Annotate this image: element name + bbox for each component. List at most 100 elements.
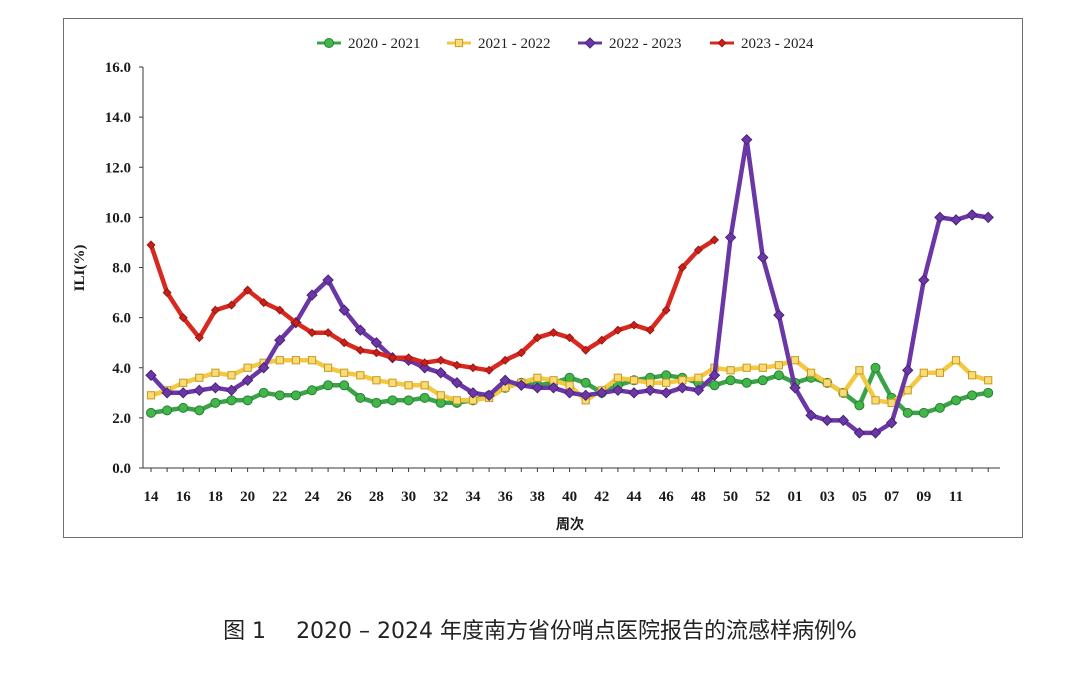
data-point-2022-2023: [193, 384, 206, 397]
data-point-2023-2024: [452, 360, 462, 370]
x-tick-label: 44: [627, 489, 643, 505]
data-point-2022-2023: [451, 377, 463, 389]
x-tick-label: 36: [498, 489, 514, 505]
data-point-2020-2021: [194, 405, 205, 416]
y-tick-label: 12.0: [105, 160, 131, 176]
legend-item-2022-2023: 2022 - 2023: [578, 36, 682, 52]
chart-frame: [63, 18, 1023, 538]
data-point-2020-2021: [323, 380, 334, 391]
data-point-2020-2021: [902, 407, 913, 418]
data-point-2022-2023: [644, 384, 656, 397]
x-tick-label: 11: [949, 489, 963, 505]
data-point-2020-2021: [403, 395, 414, 406]
data-point-2020-2021: [741, 377, 752, 388]
data-point-2022-2023: [805, 409, 817, 422]
series-2020-2021: [146, 362, 994, 418]
x-tick-label: 50: [723, 489, 738, 505]
data-point-2021-2022: [452, 396, 461, 405]
x-tick-label: 48: [691, 489, 706, 505]
data-point-2020-2021: [290, 390, 301, 401]
data-point-2022-2023: [515, 379, 528, 392]
data-point-2023-2024: [162, 288, 172, 298]
data-point-2023-2024: [532, 333, 542, 343]
legend-swatch-marker: [717, 38, 727, 48]
data-point-2022-2023: [225, 384, 238, 397]
data-point-2022-2023: [708, 369, 721, 381]
data-point-2021-2022: [887, 398, 896, 407]
data-point-2022-2023: [209, 382, 222, 394]
data-point-2021-2022: [726, 366, 735, 375]
data-point-2023-2024: [693, 245, 703, 255]
x-tick-label: 46: [659, 489, 675, 505]
x-tick-label: 09: [916, 489, 931, 505]
data-point-2023-2024: [323, 328, 333, 338]
data-point-2022-2023: [773, 309, 785, 321]
series-group: [145, 133, 994, 439]
data-point-2022-2023: [274, 334, 286, 346]
data-point-2020-2021: [580, 377, 591, 388]
data-point-2021-2022: [291, 356, 300, 365]
y-tick-label: 8.0: [112, 261, 131, 277]
data-point-2022-2023: [660, 387, 672, 399]
data-point-2020-2021: [757, 375, 768, 386]
data-point-2022-2023: [789, 382, 801, 394]
data-point-2021-2022: [774, 361, 783, 370]
data-point-2021-2022: [823, 378, 832, 387]
data-point-2023-2024: [339, 338, 349, 348]
data-point-2020-2021: [162, 405, 173, 416]
data-point-2022-2023: [322, 274, 334, 286]
series-2022-2023: [145, 133, 994, 439]
data-point-2021-2022: [388, 378, 397, 387]
legend-item-2021-2022: 2021 - 2022: [447, 36, 551, 52]
data-point-2022-2023: [257, 362, 270, 374]
data-point-2022-2023: [612, 384, 624, 397]
data-point-2020-2021: [387, 395, 398, 406]
data-point-2021-2022: [436, 391, 445, 400]
data-point-2023-2024: [387, 353, 398, 363]
data-point-2020-2021: [967, 390, 978, 401]
data-point-2023-2024: [291, 318, 301, 328]
data-point-2023-2024: [597, 335, 607, 345]
data-point-2021-2022: [613, 373, 622, 382]
x-tick-label: 24: [305, 489, 321, 505]
x-tick-label: 34: [466, 489, 482, 505]
data-point-2022-2023: [837, 414, 850, 427]
data-point-2022-2023: [885, 417, 898, 429]
x-tick-label: 32: [433, 489, 448, 505]
data-point-2021-2022: [356, 371, 365, 380]
data-point-2021-2022: [179, 378, 188, 387]
data-point-2023-2024: [371, 348, 381, 358]
data-point-2020-2021: [854, 400, 865, 411]
data-point-2020-2021: [725, 375, 736, 386]
data-point-2020-2021: [274, 390, 285, 401]
legend-swatch-marker: [324, 38, 334, 48]
data-point-2023-2024: [516, 348, 526, 358]
data-point-2023-2024: [243, 285, 253, 295]
caption-text: 2020 – 2024 年度南方省份哨点医院报告的流感样病例%: [296, 619, 857, 644]
data-point-2023-2024: [468, 363, 478, 373]
data-point-2021-2022: [807, 368, 816, 377]
data-point-2021-2022: [372, 376, 381, 385]
data-point-2022-2023: [306, 289, 318, 301]
data-point-2023-2024: [420, 358, 430, 368]
data-point-2022-2023: [161, 387, 173, 399]
legend: 2020 - 2021 2021 - 2022 2022 - 2023 2023 - …: [317, 36, 814, 52]
data-point-2022-2023: [692, 384, 705, 397]
data-point-2022-2023: [370, 336, 383, 349]
data-point-2022-2023: [869, 427, 882, 439]
data-point-2023-2024: [275, 305, 285, 315]
data-point-2020-2021: [355, 392, 366, 403]
y-tick-label: 0.0: [112, 461, 131, 477]
data-point-2020-2021: [934, 402, 945, 413]
data-point-2021-2022: [903, 386, 912, 395]
data-point-2021-2022: [951, 356, 961, 365]
legend-label: 2021 - 2022: [478, 36, 551, 52]
data-point-2023-2024: [645, 325, 655, 335]
x-tick-label: 14: [144, 489, 160, 505]
data-point-2021-2022: [420, 381, 429, 390]
data-point-2022-2023: [531, 382, 544, 394]
y-tick-label: 4.0: [112, 361, 131, 377]
x-tick-label: 28: [369, 489, 384, 505]
data-point-2023-2024: [709, 235, 720, 245]
y-tick-label: 16.0: [105, 60, 131, 76]
